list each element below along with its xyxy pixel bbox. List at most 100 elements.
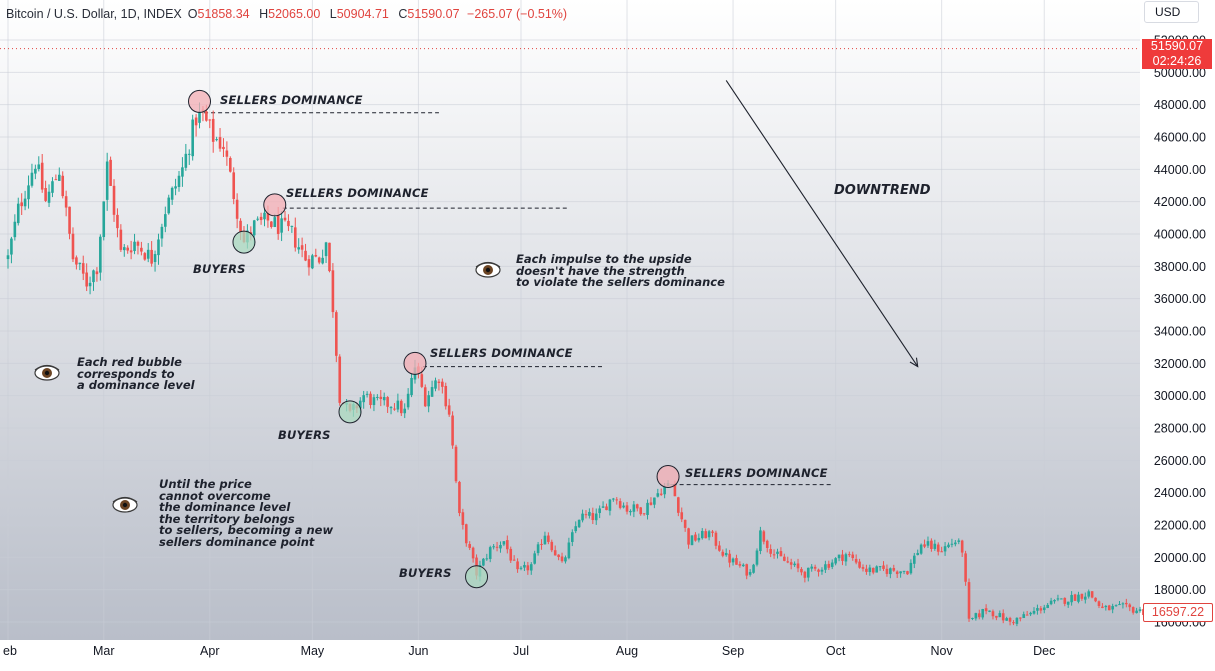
candle-body	[1005, 618, 1008, 621]
candle-body	[759, 530, 762, 552]
candle-body	[488, 547, 492, 559]
candle-body	[129, 250, 133, 253]
time-tick-label: May	[301, 644, 325, 658]
candle-body	[926, 541, 930, 546]
candle-body	[1135, 610, 1138, 614]
candle-body	[988, 610, 991, 612]
candle-body	[923, 544, 926, 547]
candle-body	[410, 377, 413, 396]
candle-body	[543, 535, 547, 545]
candle-body	[981, 609, 984, 618]
candle-body	[995, 615, 998, 618]
candle-body	[300, 245, 304, 250]
symbol-label: Bitcoin / U.S. Dollar, 1D, INDEX	[6, 7, 182, 21]
candle-body	[998, 613, 1002, 618]
candle-body	[187, 153, 191, 155]
candle-body	[1084, 596, 1087, 600]
candle-body	[659, 493, 663, 495]
grid	[0, 0, 1140, 640]
candle-body	[1046, 604, 1049, 608]
candle-body	[287, 220, 290, 227]
candle-body	[936, 544, 940, 552]
price-tick-label: 36000.00	[1154, 292, 1206, 306]
candle-body	[516, 561, 519, 570]
price-tick-label: 46000.00	[1154, 131, 1206, 145]
candle-body	[519, 567, 523, 569]
candle-body	[940, 551, 943, 553]
candle-body	[170, 187, 174, 200]
candle-body	[557, 554, 560, 558]
candle-body	[194, 117, 198, 126]
candle-body	[1001, 613, 1005, 621]
candle-body	[765, 540, 769, 548]
high-label: H	[259, 7, 269, 21]
candle-body	[564, 557, 567, 562]
time-tick-label: Apr	[200, 644, 219, 658]
candle-body	[293, 227, 297, 248]
candle-body	[639, 507, 642, 515]
price-tick-label: 24000.00	[1154, 486, 1206, 500]
candle-body	[389, 407, 393, 409]
candle-body	[222, 146, 225, 150]
currency-button[interactable]: USD	[1144, 1, 1199, 23]
candle-body	[263, 212, 266, 220]
candle-body	[871, 567, 875, 573]
candle-body	[618, 501, 622, 508]
candle-body	[971, 618, 974, 620]
candle-body	[800, 568, 803, 573]
low-value: 50904.71	[336, 7, 389, 21]
price-note-line-5: to sellers, becoming a new	[159, 523, 334, 538]
candle-body	[906, 571, 909, 575]
candle-body	[841, 554, 844, 561]
candle-body	[382, 396, 386, 401]
candle-body	[731, 558, 735, 563]
candle-body	[598, 508, 601, 514]
candle-body	[136, 241, 140, 246]
candle-body	[830, 562, 834, 567]
candle-body	[495, 546, 499, 548]
candle-body	[1070, 594, 1073, 603]
candle-body	[112, 185, 116, 215]
candle-body	[75, 257, 78, 265]
candle-body	[512, 559, 516, 561]
candle-body	[146, 249, 150, 259]
candle-body	[482, 558, 485, 566]
candle-body	[95, 271, 99, 275]
candle-body	[211, 118, 215, 142]
candle-body	[13, 221, 17, 238]
candle-body	[153, 254, 157, 263]
price-tick-label: 20000.00	[1154, 551, 1206, 565]
candle-body	[441, 381, 444, 387]
candle-body	[854, 558, 858, 563]
candle-body	[1039, 608, 1043, 611]
eye-lid	[34, 364, 60, 371]
candle-body	[680, 512, 684, 520]
open-value: 51858.34	[197, 7, 250, 21]
candle-body	[1056, 598, 1060, 600]
sellers-dominance-label-2: SELLERS DOMINANCE	[286, 186, 429, 200]
candle-body	[755, 550, 759, 565]
time-tick-label: Sep	[722, 644, 744, 658]
candle-body	[191, 119, 194, 157]
candle-body	[1049, 600, 1053, 605]
candle-body	[642, 513, 646, 515]
candle-body	[885, 568, 889, 574]
candle-body	[58, 174, 61, 181]
candle-body	[1128, 604, 1132, 608]
candle-body	[984, 608, 988, 612]
candle-body	[865, 568, 868, 572]
candle-body	[930, 540, 933, 549]
candle-body	[270, 221, 273, 227]
candle-body	[324, 242, 328, 257]
candle-body	[529, 564, 533, 571]
candle-body	[99, 236, 102, 273]
eye-pupil	[44, 370, 50, 376]
candle-body	[506, 540, 509, 550]
time-axis[interactable]: eb Mar Apr May Jun Jul Aug Sep Oct Nov Dec	[3, 644, 1055, 658]
candle-body	[451, 415, 454, 446]
candle-body	[229, 158, 232, 172]
candle-body	[635, 504, 639, 509]
candle-body	[605, 506, 608, 511]
candle-body	[858, 561, 861, 568]
